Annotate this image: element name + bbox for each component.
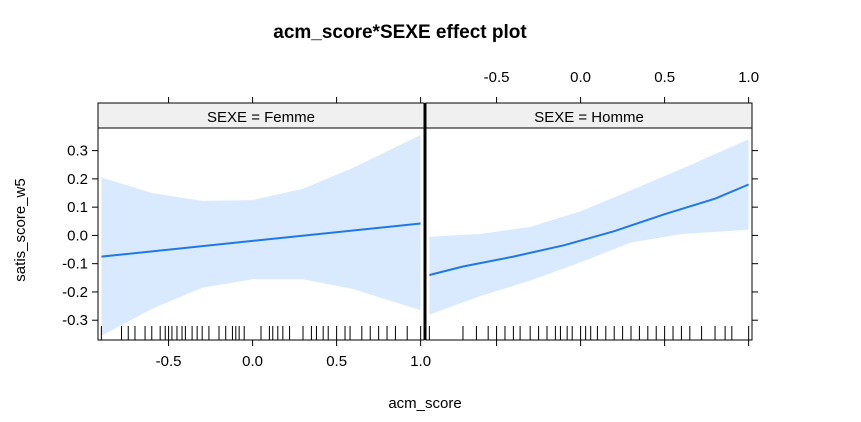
- strip-background: [425, 102, 753, 129]
- panel-1: SEXE = Femme -0.5 0.0 0.5 1.0: [97, 97, 431, 370]
- x-tick-label: 0.0: [242, 353, 263, 370]
- y-axis-label: satis_score_w5: [12, 178, 29, 281]
- panel-2: SEXE = Homme -0.5 0.0 0.5 1.0: [425, 69, 759, 346]
- fit-line: [101, 222, 421, 258]
- y-tick-label: 0.2: [67, 171, 88, 188]
- y-tick-label: 0.1: [67, 199, 88, 216]
- x-tick-label: -0.5: [484, 69, 510, 86]
- strip-label: SEXE = Homme: [534, 109, 644, 126]
- strip-background: [97, 102, 425, 129]
- y-tick-label: -0.2: [62, 284, 88, 301]
- confidence-band: [101, 135, 421, 336]
- y-tick-label: -0.1: [62, 256, 88, 273]
- x-axis-label: acm_score: [388, 395, 461, 412]
- x-tick-label: 1.0: [738, 69, 759, 86]
- y-tick-label: 0.0: [67, 227, 88, 244]
- x-tick-label: -0.5: [156, 353, 182, 370]
- chart-title: acm_score*SEXE effect plot: [273, 22, 527, 43]
- x-tick-label: 1.0: [410, 353, 431, 370]
- y-axis: -0.3 -0.2 -0.1 0.0 0.1 0.2 0.3: [62, 143, 758, 329]
- fit-line: [429, 183, 749, 276]
- strip-label: SEXE = Femme: [207, 109, 315, 126]
- confidence-band: [429, 139, 749, 315]
- x-tick-label: 0.5: [654, 69, 675, 86]
- x-tick-label: 0.5: [326, 353, 347, 370]
- y-tick-label: 0.3: [67, 143, 88, 160]
- y-tick-label: -0.3: [62, 312, 88, 329]
- x-tick-label: 0.0: [570, 69, 591, 86]
